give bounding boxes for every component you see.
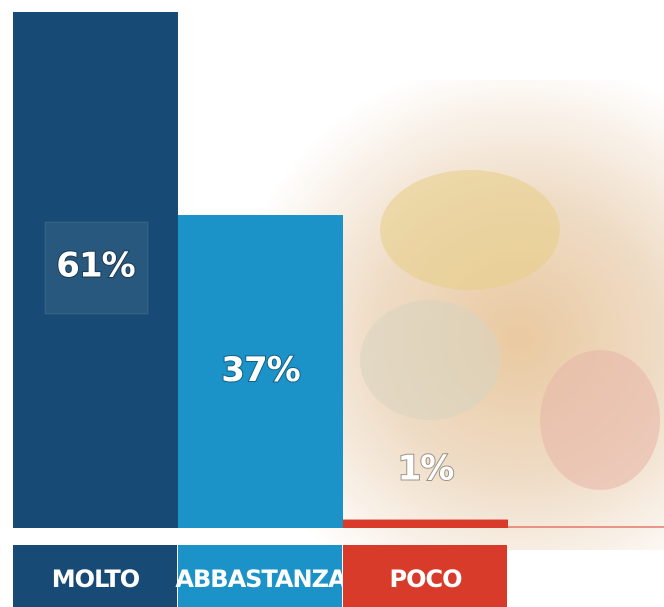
photo-box (360, 300, 500, 420)
value-label: 1% (398, 449, 454, 489)
value-label: 61% (56, 246, 134, 286)
photo-fruit (540, 350, 660, 490)
x-tick-label: ABBASTANZA (175, 565, 347, 593)
x-tick-label: MOLTO (52, 565, 140, 593)
category-box (343, 545, 507, 607)
category-box (13, 545, 177, 607)
bar (178, 215, 343, 528)
bar (13, 12, 178, 528)
bar (343, 519, 508, 528)
x-tick-label: POCO (389, 565, 462, 593)
value-label: 37% (221, 350, 299, 390)
category-box (178, 545, 342, 607)
label-box (44, 221, 149, 315)
photo-fruit (380, 170, 560, 290)
